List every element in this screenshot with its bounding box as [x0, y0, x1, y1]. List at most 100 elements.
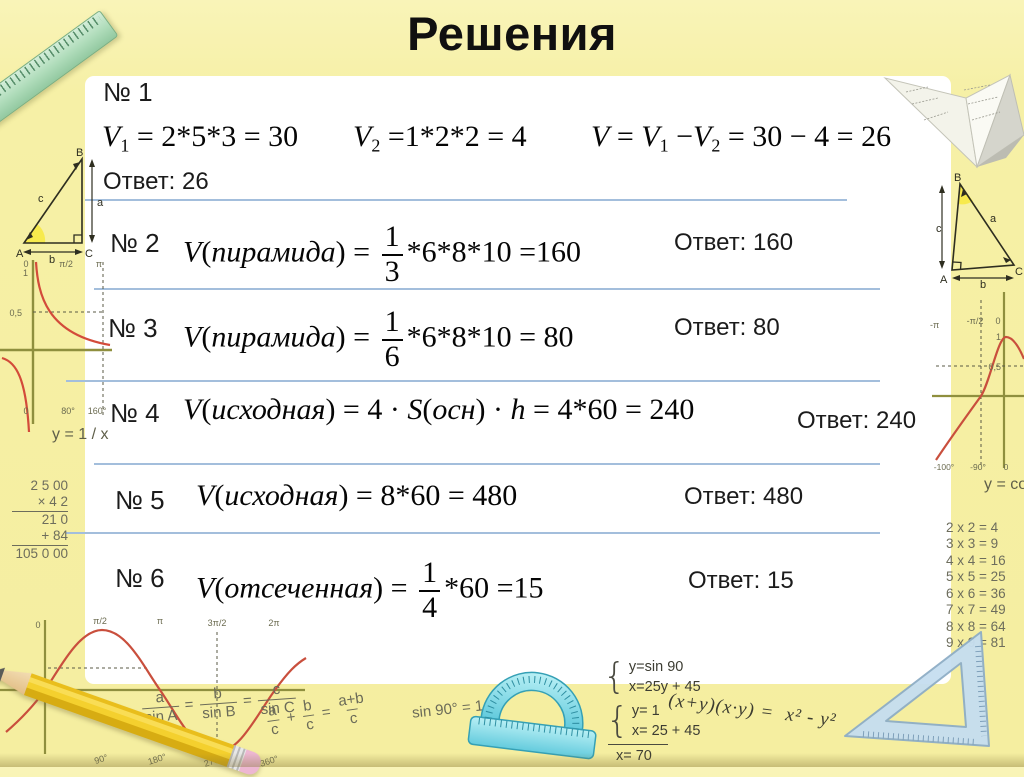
list-line: 2 5 00	[30, 478, 68, 493]
axis-tick: 160°	[88, 406, 107, 416]
formula: V(отсеченная) = 1 4 *60 =15	[196, 557, 544, 624]
fraction-part: c	[272, 680, 281, 699]
fraction-part: 6	[381, 338, 403, 373]
divider-1	[85, 199, 847, 201]
formula: V2 =1*2*2 = 4	[353, 120, 527, 156]
formula-token: −	[668, 120, 693, 153]
formula-token: =	[609, 120, 642, 153]
list-line: 105 0 00	[12, 544, 68, 562]
formula-token: (	[201, 393, 212, 426]
problem-number: № 2	[110, 228, 160, 258]
formula-token: (	[214, 571, 225, 605]
list-line: 2 x 2 = 4	[946, 520, 999, 535]
problem-number: № 6	[115, 563, 165, 593]
axis-tick: 1	[996, 332, 1001, 342]
axis-tick: 360°	[259, 753, 280, 767]
formula-token: V	[641, 120, 660, 153]
axis-tick: 2π	[268, 618, 279, 628]
formula-token: *6*8*10 = 80	[406, 320, 574, 354]
formula-token: *6*8*10 =160	[406, 235, 581, 269]
set-square-icon	[844, 631, 990, 747]
system-result: x= 70	[608, 744, 668, 764]
formula-token: ) = 8*60 = 480	[338, 479, 518, 512]
formula-token: =1*2*2 = 4	[380, 120, 527, 153]
list-line: × 4 2	[37, 494, 68, 510]
triangle-label: C	[85, 248, 93, 260]
formula-token: = 4*60 = 240	[525, 393, 695, 426]
formula-token: 2	[711, 135, 721, 156]
formula-token: V	[196, 571, 215, 605]
triangle-label: B	[954, 172, 961, 184]
formula: V(исходная) = 8*60 = 480	[196, 479, 517, 514]
axis-tick: 0	[995, 316, 1000, 326]
formula-token: =	[179, 695, 199, 714]
protractor-icon	[467, 671, 597, 760]
bottom-shade	[0, 753, 1024, 767]
fraction-part: a	[266, 701, 278, 720]
fraction-part: b	[302, 696, 313, 715]
formula-token: =	[238, 691, 257, 710]
formula-token: V	[693, 120, 712, 153]
formula-token: V	[196, 479, 215, 512]
axis-tick: π/2	[59, 259, 73, 269]
formula-token: исходная	[224, 479, 339, 512]
fraction-part: c	[302, 714, 317, 734]
side-label: a	[97, 197, 104, 209]
formula: V(пирамида) = 1 6 *6*8*10 = 80	[183, 306, 574, 373]
formula-token: пирамида	[211, 320, 336, 354]
axis-tick: -π	[930, 320, 939, 330]
page-title: Решения	[407, 7, 617, 60]
system-lines: y= 1 x= 25 + 45	[632, 702, 701, 741]
answer-text: Ответ: 15	[688, 567, 794, 594]
list-line: 5 x 5 = 25	[946, 569, 1006, 585]
formula-token: *60 =15	[444, 571, 544, 605]
formula-token: V	[591, 120, 610, 153]
list-line: 8 x 8 = 64	[946, 618, 1006, 634]
fraction-part: c	[346, 708, 361, 728]
answer-text: Ответ: 480	[684, 483, 804, 510]
list-line: x= 25 + 45	[631, 722, 701, 739]
formula-token: V	[183, 320, 202, 354]
equation-system-1: { y=sin 90 x=25y + 45	[603, 658, 701, 697]
list-line: + 84	[41, 528, 68, 544]
side-label: b	[980, 279, 986, 288]
formula-token: V	[183, 393, 202, 426]
formula-token: (	[201, 235, 212, 269]
list-line: x=25y + 45	[628, 678, 701, 695]
formula: V(пирамида) = 1 3 *6*8*10 =160	[183, 221, 581, 288]
formula-token: V	[102, 120, 121, 153]
formula-token: пирамида	[211, 235, 336, 269]
formula-token: исходная	[211, 393, 326, 426]
axis-tick: 0	[35, 620, 40, 630]
formula-token: ) ·	[475, 393, 511, 426]
list-line: 4 x 4 = 16	[946, 552, 1006, 568]
formula-token: = 30 − 4 = 26	[720, 120, 892, 153]
formula-token: V	[183, 235, 202, 269]
formula-token: (	[422, 393, 433, 426]
graph-label: y = cos	[984, 476, 1024, 493]
answer-text: Ответ: 80	[674, 314, 780, 341]
brace: {	[606, 700, 629, 742]
formula-token: 1	[659, 135, 669, 156]
axis-tick: 90°	[93, 752, 109, 766]
axis-tick: π	[96, 259, 102, 269]
formula-token: =	[316, 702, 336, 723]
formula-token: V	[353, 120, 372, 153]
axis-tick: 0	[1004, 462, 1009, 472]
problem-number: № 5	[115, 485, 165, 515]
brace: {	[603, 656, 626, 698]
formula-token: h	[510, 393, 526, 426]
list-line: 6 x 6 = 36	[946, 585, 1006, 601]
fraction-part: 3	[381, 253, 403, 288]
problem-number: № 4	[110, 398, 160, 428]
formula-token: S	[407, 393, 423, 426]
axis-tick: 80°	[61, 406, 75, 416]
formula-token: = 2*5*3 = 30	[129, 120, 299, 153]
axis-tick: π/2	[93, 616, 107, 626]
fraction-part: 4	[419, 589, 441, 624]
